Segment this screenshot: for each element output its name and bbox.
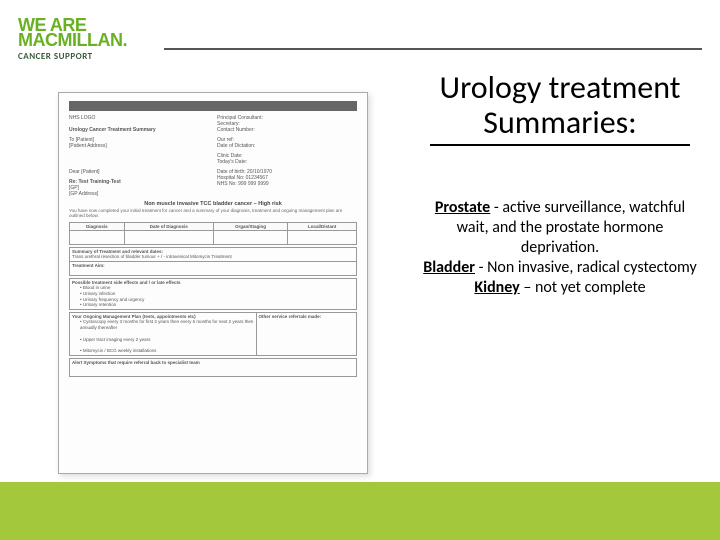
kidney-text: – not yet complete <box>520 278 646 297</box>
row-aim: Treatment Aim: <box>70 261 357 275</box>
prostate-label: Prostate <box>435 198 490 217</box>
form-table-summary: Summary of Treatment and relevant dates:… <box>69 247 357 276</box>
logo-line2: MACMILLAN. <box>18 33 158 48</box>
slide-title: Urology treatment Summaries: <box>430 70 690 146</box>
row-summary-text: Trans urethral resection of bladder tumo… <box>72 254 232 259</box>
th-date: Date of Diagnosis <box>124 222 213 230</box>
bladder-label: Bladder <box>423 258 475 277</box>
prostate-text: - active surveillance, watchful wait, an… <box>457 198 686 257</box>
form-para: You have now completed your initial trea… <box>69 209 357 219</box>
th-local: Local/Distant <box>288 222 357 230</box>
form-gp-address: [GP Address] <box>69 191 209 197</box>
footer-bar <box>0 482 720 540</box>
form-section-title: Non muscle invasive TCC bladder cancer –… <box>69 201 357 207</box>
form-table-alert: Alert Symptoms that require referral bac… <box>69 358 357 377</box>
form-nhsno: NHS No: 999 999 9999 <box>217 181 357 187</box>
slide-body: Prostate - active surveillance, watchful… <box>420 198 700 298</box>
kidney-label: Kidney <box>474 278 519 297</box>
bladder-text: - Non invasive, radical cystectomy <box>475 258 697 277</box>
row-alert: Alert Symptoms that require referral bac… <box>70 359 357 377</box>
form-table-plan: Your Ongoing Management Plan (tests, app… <box>69 312 357 356</box>
effects-bullets: • Blood in urine • Urinary infection • U… <box>72 285 354 308</box>
logo-sub: CANCER SUPPORT <box>18 51 158 62</box>
header-divider <box>164 48 702 50</box>
th-diagnosis: Diagnosis <box>70 222 125 230</box>
th-organ: Organ/Staging <box>213 222 287 230</box>
form-address: [Patient Address] <box>69 143 209 149</box>
form-table-diagnosis: Diagnosis Date of Diagnosis Organ/Stagin… <box>69 222 357 245</box>
plan-bullets: • Cystoscopy every 3 months for first 2 … <box>72 319 254 354</box>
macmillan-logo: WE ARE MACMILLAN. CANCER SUPPORT <box>18 18 158 62</box>
form-banner <box>69 101 357 111</box>
treatment-summary-form-preview: NHS LOGO Urology Cancer Treatment Summar… <box>58 92 368 474</box>
form-table-effects: Possible treatment side effects and / or… <box>69 278 357 310</box>
col-referrals: Other service referrals made: <box>256 313 356 356</box>
form-today-date: Today's Date: <box>217 159 357 165</box>
